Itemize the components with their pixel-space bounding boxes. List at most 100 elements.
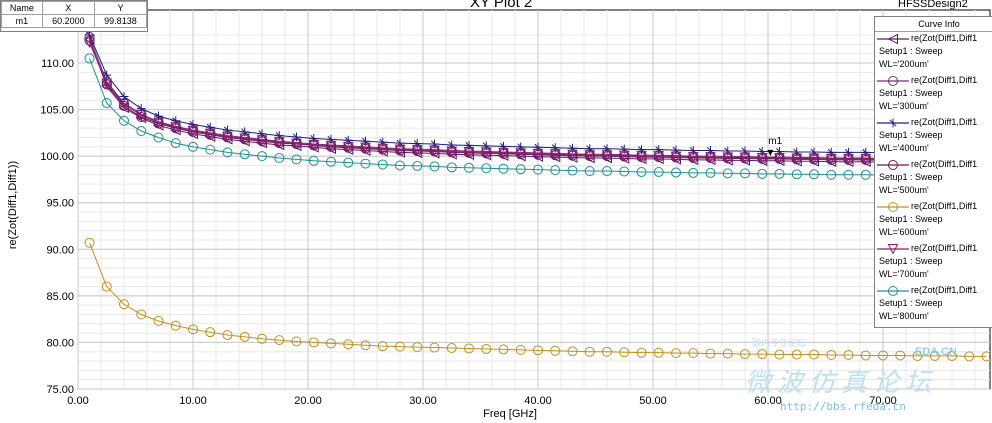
curve-info-legend[interactable]: Curve Info re(Zot(Diff1,Diff1 Setup1 : Sw… — [874, 16, 992, 328]
data-point — [119, 299, 129, 310]
legend-expression: re(Zot(Diff1,Diff1 — [911, 159, 978, 169]
data-point — [722, 348, 733, 359]
y-axis-label: re(Zot(Diff1,Diff1)) — [7, 161, 19, 249]
data-point — [619, 166, 630, 177]
data-point — [153, 316, 164, 327]
data-point — [256, 135, 268, 146]
data-point — [464, 343, 474, 354]
data-point — [274, 335, 285, 346]
data-point — [878, 350, 888, 361]
watermark-subtitle: 国内专业论坛 — [752, 338, 807, 348]
data-point — [377, 159, 388, 170]
data-point — [446, 343, 457, 354]
data-point — [429, 342, 440, 353]
data-point — [291, 336, 302, 347]
data-point — [809, 169, 819, 180]
legend-item[interactable]: re(Zot(Diff1,Diff1 Setup1 : Sweep WL='500u… — [875, 158, 992, 200]
data-point — [136, 125, 147, 136]
legend-swatch-icon — [877, 160, 909, 170]
data-point — [757, 168, 768, 179]
data-point — [377, 143, 389, 155]
data-point — [101, 78, 113, 90]
data-point — [929, 350, 940, 361]
data-point — [481, 163, 492, 174]
legend-swatch-icon — [877, 286, 909, 296]
legend-item[interactable]: re(Zot(Diff1,Diff1 Setup1 : Sweep WL='600u… — [875, 200, 992, 242]
data-point — [170, 138, 181, 149]
data-point — [326, 156, 336, 167]
data-point — [308, 139, 320, 151]
data-point — [791, 349, 802, 360]
data-point — [84, 53, 95, 64]
legend-item[interactable]: re(Zot(Diff1,Diff1 Setup1 : Sweep WL='200u… — [875, 32, 992, 74]
data-point — [343, 157, 354, 168]
data-point — [860, 169, 871, 180]
data-point — [825, 153, 837, 165]
legend-swatch-icon — [877, 202, 909, 212]
data-point — [412, 160, 423, 171]
data-point — [550, 345, 561, 356]
legend-item[interactable]: re(Zot(Diff1,Diff1 Setup1 : Sweep WL='400u… — [875, 116, 992, 158]
data-point — [688, 348, 699, 359]
data-point — [602, 346, 612, 357]
data-point — [342, 141, 354, 153]
marker-label: m1 — [768, 136, 782, 147]
data-point — [325, 140, 337, 152]
x-tick-label: 70.00 — [869, 395, 897, 407]
marker-table-row[interactable]: m1 60.2000 99.8138 — [1, 14, 148, 28]
data-point — [515, 164, 526, 175]
data-point — [119, 115, 129, 126]
legend-item[interactable]: re(Zot(Diff1,Diff1 Setup1 : Sweep WL='700u… — [875, 242, 992, 284]
data-point — [567, 165, 578, 176]
data-point — [843, 169, 854, 180]
data-point — [912, 350, 923, 361]
data-point — [791, 153, 803, 165]
data-point — [705, 152, 716, 163]
data-point — [653, 347, 664, 358]
data-point — [273, 137, 285, 148]
data-point — [429, 161, 440, 172]
legend-expression: re(Zot(Diff1,Diff1 — [911, 201, 978, 211]
data-point — [239, 149, 250, 160]
legend-item[interactable]: re(Zot(Diff1,Diff1 Setup1 : Sweep WL='800u… — [875, 284, 992, 326]
data-point — [360, 158, 371, 169]
data-point — [739, 152, 751, 164]
x-tick-label: 20.00 — [294, 395, 322, 407]
y-tick-label: 85.00 — [46, 291, 74, 303]
plot-area — [77, 9, 991, 390]
data-point — [222, 131, 233, 143]
data-point — [411, 145, 423, 156]
legend-swatch-icon — [877, 76, 909, 86]
data-point — [395, 341, 405, 352]
data-point — [135, 110, 147, 121]
data-point — [532, 148, 544, 160]
data-point — [291, 138, 302, 150]
data-point — [239, 331, 250, 342]
data-point — [843, 153, 854, 165]
legend-param: WL='400um' — [879, 143, 929, 153]
data-point — [153, 132, 164, 143]
data-point — [618, 150, 630, 162]
legend-expression: re(Zot(Diff1,Diff1 — [911, 243, 978, 253]
series-line — [89, 36, 987, 160]
data-point — [774, 168, 785, 179]
series-line — [89, 242, 987, 357]
data-point — [429, 145, 440, 157]
data-point — [84, 35, 95, 46]
marker-table[interactable]: Name X Y m1 60.2000 99.8138 — [0, 0, 148, 32]
data-point — [584, 346, 595, 357]
marker-name: m1 — [1, 14, 43, 28]
data-point — [274, 153, 285, 164]
legend-setup: Setup1 : Sweep — [879, 256, 943, 266]
data-point — [360, 340, 371, 351]
watermark-url: http://bbs.rfeda.cn — [780, 400, 906, 413]
watermark-text: 微波仿真论坛 — [745, 368, 938, 398]
legend-item[interactable]: re(Zot(Diff1,Diff1 Setup1 : Sweep WL='300u… — [875, 74, 992, 116]
legend-setup: Setup1 : Sweep — [879, 172, 943, 182]
data-point — [636, 347, 647, 358]
data-point — [756, 153, 768, 164]
data-point — [118, 98, 130, 110]
data-point — [895, 350, 906, 361]
data-point — [170, 122, 182, 133]
data-point — [395, 160, 405, 171]
